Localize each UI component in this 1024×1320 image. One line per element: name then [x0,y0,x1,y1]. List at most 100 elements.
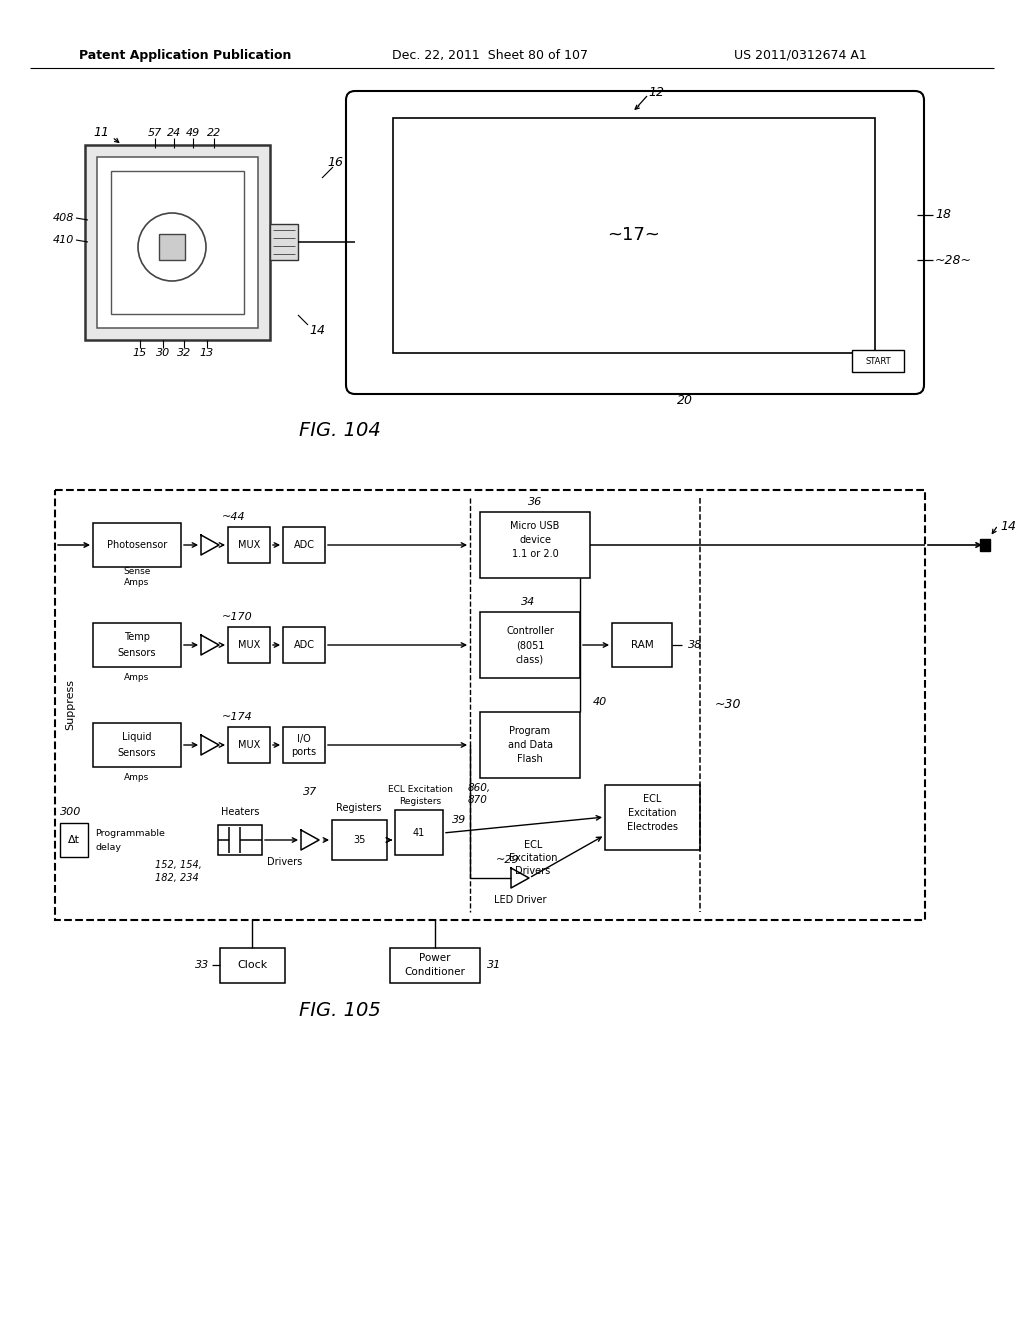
Bar [111,172,244,314]
Text: FIG. 105: FIG. 105 [299,1001,381,1019]
Bar [228,527,270,564]
Text: US 2011/0312674 A1: US 2011/0312674 A1 [733,49,866,62]
Text: Drivers: Drivers [267,857,303,867]
Text: Sense
Amps: Sense Amps [123,568,151,586]
Text: 860,: 860, [468,783,492,793]
Text: 1.1 or 2.0: 1.1 or 2.0 [512,549,558,558]
Text: Suppress: Suppress [65,680,75,730]
Text: 11: 11 [93,127,109,140]
Bar [220,948,285,983]
Text: ECL Excitation: ECL Excitation [387,785,453,795]
Text: ~174: ~174 [222,711,253,722]
Text: Micro USB: Micro USB [510,521,560,531]
Bar [283,627,325,663]
Bar [852,350,904,372]
FancyBboxPatch shape [346,91,924,393]
Text: (8051: (8051 [516,640,544,649]
Text: 13: 13 [200,348,214,358]
Text: Programmable: Programmable [95,829,165,838]
Bar [270,224,298,260]
Text: Temp: Temp [124,632,150,642]
Bar [159,234,185,260]
Text: Liquid: Liquid [122,733,152,742]
Text: Clock: Clock [237,960,267,970]
Text: 31: 31 [487,960,502,970]
Text: ~28~: ~28~ [935,253,972,267]
Text: Photosensor: Photosensor [106,540,167,550]
Bar [393,117,874,352]
Text: Drivers: Drivers [515,866,551,876]
Text: 49: 49 [186,128,200,139]
Bar [480,711,580,777]
Text: 22: 22 [207,128,221,139]
Text: Conditioner: Conditioner [404,968,466,977]
Text: Power: Power [419,953,451,964]
Text: ~170: ~170 [222,612,253,622]
Bar [93,523,181,568]
Bar [390,948,480,983]
Text: 35: 35 [353,836,366,845]
Bar [980,539,990,550]
Bar [605,785,700,850]
Text: MUX: MUX [238,540,260,550]
Text: 12: 12 [648,87,664,99]
Text: MUX: MUX [238,640,260,649]
Bar [60,822,88,857]
Text: ~29: ~29 [497,855,520,865]
Text: Excitation: Excitation [628,808,676,818]
Text: MUX: MUX [238,741,260,750]
Text: delay: delay [95,843,121,853]
Bar [93,723,181,767]
Text: 870: 870 [468,795,487,805]
Text: 39: 39 [452,814,466,825]
Text: 182, 234: 182, 234 [155,873,199,883]
Text: Dec. 22, 2011  Sheet 80 of 107: Dec. 22, 2011 Sheet 80 of 107 [392,49,588,62]
Text: FIG. 104: FIG. 104 [299,421,381,440]
Text: 34: 34 [521,597,536,607]
Text: 33: 33 [195,960,209,970]
Text: Flash: Flash [517,754,543,764]
Bar [85,145,270,341]
Text: I/O: I/O [297,734,311,744]
Text: ADC: ADC [294,540,314,550]
Text: RAM: RAM [631,640,653,649]
Bar [480,612,580,678]
Text: Registers: Registers [336,803,382,813]
Text: LED Driver: LED Driver [494,895,546,906]
Bar [283,527,325,564]
Bar [97,157,258,327]
Text: 410: 410 [52,235,74,246]
Bar [612,623,672,667]
Text: 14: 14 [309,323,325,337]
Text: 408: 408 [52,213,74,223]
Text: class): class) [516,653,544,664]
Text: Heaters: Heaters [221,807,259,817]
Bar [283,727,325,763]
Text: Patent Application Publication: Patent Application Publication [79,49,291,62]
Text: 24: 24 [167,128,181,139]
Bar [218,825,262,855]
Text: Amps: Amps [124,772,150,781]
Bar [228,727,270,763]
Text: ~17~: ~17~ [607,226,660,244]
Text: ADC: ADC [294,640,314,649]
Bar [55,490,925,920]
Text: 57: 57 [147,128,162,139]
Bar [228,627,270,663]
Bar [480,512,590,578]
Text: Program: Program [509,726,551,737]
Text: Registers: Registers [399,797,441,807]
Text: 32: 32 [177,348,191,358]
Text: 36: 36 [528,498,542,507]
Text: ECL: ECL [643,795,662,804]
Text: 14: 14 [1000,520,1016,533]
Text: Excitation: Excitation [509,853,557,863]
Text: and Data: and Data [508,741,553,750]
Text: Electrodes: Electrodes [627,822,678,832]
Text: Controller: Controller [506,626,554,636]
Text: 40: 40 [593,697,607,708]
Text: 152, 154,: 152, 154, [155,861,202,870]
Bar [93,623,181,667]
Text: START: START [865,356,891,366]
Text: Δt: Δt [68,836,80,845]
